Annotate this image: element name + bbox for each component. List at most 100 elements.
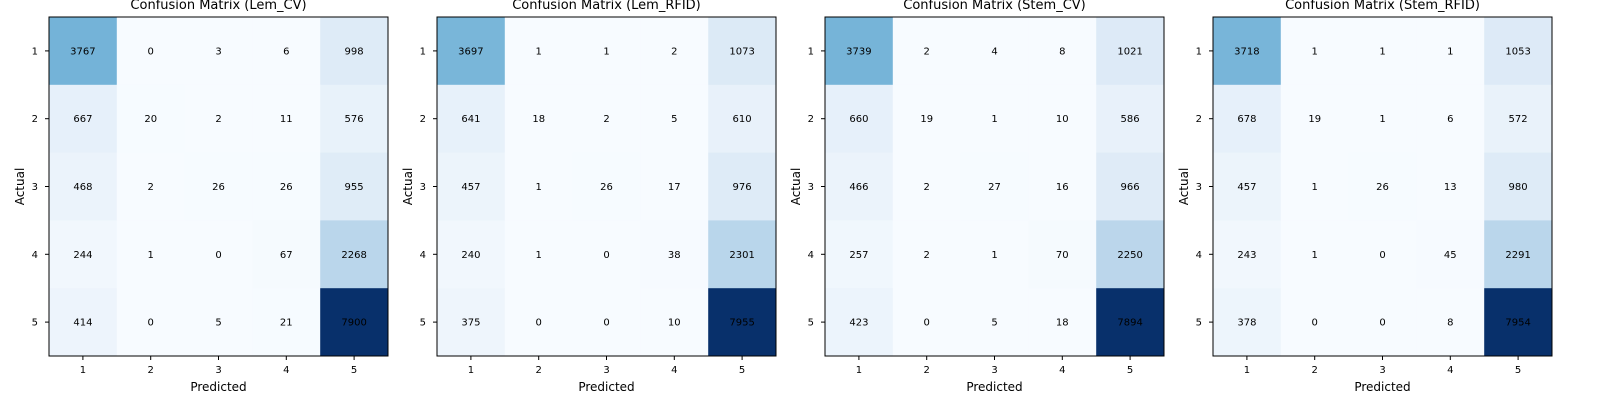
y-tick-label: 1 xyxy=(420,46,426,57)
y-tick-label: 5 xyxy=(420,318,426,329)
heatmap-cell xyxy=(320,220,389,289)
y-tick-label: 5 xyxy=(32,318,38,329)
cell-value-label: 457 xyxy=(461,182,480,193)
x-tick-label: 1 xyxy=(1244,365,1250,376)
heatmap-cell xyxy=(49,17,118,86)
heatmap-cell xyxy=(437,288,506,357)
heatmap-cell xyxy=(437,84,506,153)
cell-value-label: 1021 xyxy=(1117,46,1142,57)
heatmap-cell xyxy=(504,84,573,153)
cell-value-label: 6 xyxy=(283,46,289,57)
cell-value-label: 572 xyxy=(1509,114,1528,125)
heatmap-cell xyxy=(184,152,253,221)
x-tick-label: 3 xyxy=(603,365,609,376)
heatmap-cell xyxy=(1028,152,1097,221)
heatmap-cell xyxy=(572,288,641,357)
cell-value-label: 16 xyxy=(1056,182,1069,193)
heatmap-cell xyxy=(116,152,185,221)
heatmap-cell xyxy=(184,288,253,357)
cell-value-label: 1 xyxy=(1312,182,1318,193)
cell-value-label: 19 xyxy=(1308,114,1321,125)
x-tick-label: 5 xyxy=(1515,365,1521,376)
heatmap-cell xyxy=(116,288,185,357)
cell-value-label: 2 xyxy=(671,46,677,57)
cell-value-label: 70 xyxy=(1056,250,1069,261)
y-axis-label: Actual xyxy=(1177,168,1191,206)
heatmap-cell xyxy=(252,17,321,86)
cell-value-label: 423 xyxy=(849,318,868,329)
cell-value-label: 3767 xyxy=(70,46,95,57)
cell-value-label: 466 xyxy=(849,182,868,193)
heatmap-cell xyxy=(184,84,253,153)
cell-value-label: 5 xyxy=(215,318,221,329)
cell-value-label: 26 xyxy=(600,182,613,193)
y-axis-label: Actual xyxy=(789,168,803,206)
chart-title: Confusion Matrix (Lem_RFID) xyxy=(512,0,701,13)
cell-value-label: 1 xyxy=(1447,46,1453,57)
x-tick-label: 5 xyxy=(1127,365,1133,376)
cell-value-label: 1 xyxy=(1312,250,1318,261)
cell-value-label: 0 xyxy=(1312,318,1318,329)
heatmap-cell xyxy=(252,288,321,357)
heatmap-cell xyxy=(572,220,641,289)
heatmap-cell xyxy=(49,152,118,221)
heatmap-cell xyxy=(1213,17,1282,86)
heatmap-cell xyxy=(504,288,573,357)
y-tick-label: 3 xyxy=(1196,182,1202,193)
heatmap-cell xyxy=(1348,84,1417,153)
cell-value-label: 0 xyxy=(603,250,609,261)
cell-value-label: 667 xyxy=(73,114,92,125)
heatmap-cell xyxy=(572,152,641,221)
heatmap-cell xyxy=(640,152,709,221)
cell-value-label: 3 xyxy=(215,46,221,57)
heatmap-cell xyxy=(184,17,253,86)
heatmap-cell xyxy=(116,84,185,153)
heatmap-cell xyxy=(1416,17,1485,86)
x-tick-label: 3 xyxy=(1379,365,1385,376)
heatmap-cell xyxy=(825,288,894,357)
heatmap-cell xyxy=(1096,84,1165,153)
y-tick-label: 2 xyxy=(32,114,38,125)
y-tick-label: 2 xyxy=(808,114,814,125)
cell-value-label: 2 xyxy=(148,182,154,193)
heatmap-cell xyxy=(1280,220,1349,289)
heatmap-cell xyxy=(960,17,1029,86)
cell-value-label: 1 xyxy=(536,46,542,57)
cell-value-label: 457 xyxy=(1237,182,1256,193)
cell-value-label: 1 xyxy=(991,114,997,125)
heatmap-cell xyxy=(1280,84,1349,153)
cell-value-label: 976 xyxy=(733,182,752,193)
cell-value-label: 5 xyxy=(671,114,677,125)
heatmap-cell xyxy=(825,84,894,153)
cell-value-label: 67 xyxy=(280,250,293,261)
cell-value-label: 3739 xyxy=(846,46,871,57)
cell-value-label: 18 xyxy=(1056,318,1069,329)
heatmap-cell xyxy=(1416,220,1485,289)
heatmap-cell xyxy=(892,17,961,86)
cell-value-label: 1 xyxy=(603,46,609,57)
heatmap-cell xyxy=(708,84,777,153)
y-axis-label: Actual xyxy=(401,168,415,206)
heatmap-cell xyxy=(116,17,185,86)
heatmap-cell xyxy=(252,84,321,153)
cell-value-label: 0 xyxy=(148,318,154,329)
x-tick-label: 4 xyxy=(671,365,677,376)
y-tick-label: 4 xyxy=(420,250,426,261)
heatmap-cell xyxy=(1028,17,1097,86)
heatmap-cell xyxy=(116,220,185,289)
cell-value-label: 10 xyxy=(1056,114,1069,125)
heatmap-cell xyxy=(504,17,573,86)
heatmap-cell xyxy=(960,220,1029,289)
heatmap-cell xyxy=(1280,288,1349,357)
heatmap-cell xyxy=(640,288,709,357)
y-tick-label: 3 xyxy=(808,182,814,193)
x-tick-label: 4 xyxy=(1447,365,1453,376)
cell-value-label: 1 xyxy=(1379,114,1385,125)
cell-value-label: 1 xyxy=(148,250,154,261)
cell-value-label: 26 xyxy=(212,182,225,193)
heatmap-cell xyxy=(1416,288,1485,357)
cell-value-label: 0 xyxy=(603,318,609,329)
x-tick-label: 1 xyxy=(468,365,474,376)
